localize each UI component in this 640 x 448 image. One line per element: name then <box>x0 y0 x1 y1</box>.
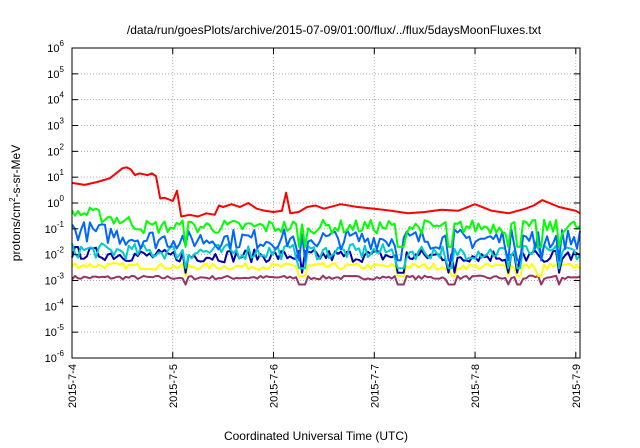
x-tick-label: 2015-7-7 <box>369 364 381 408</box>
y-tick-label: 101 <box>47 168 64 184</box>
series-line <box>71 242 581 270</box>
x-tick-label: 2015-7-4 <box>67 364 79 408</box>
y-tick-label: 10-6 <box>45 349 65 365</box>
series-line <box>71 274 581 286</box>
y-axis-label-prefix: protons/cm <box>9 202 23 261</box>
series-line <box>71 206 581 248</box>
series-line <box>71 166 581 218</box>
y-tick-label: 10-1 <box>45 220 65 236</box>
y-tick-label: 10-2 <box>45 246 65 262</box>
y-axis-label-suffix: -s-sr-MeV <box>9 145 23 198</box>
y-axis-ticks: 10-6 10-5 10-4 10-3 10-2 10-1 100 101 102 103 104 1… <box>45 39 580 365</box>
x-axis-label: Coordinated Universal Time (UTC) <box>224 429 408 443</box>
y-tick-label: 106 <box>47 39 64 55</box>
series-layer <box>71 166 581 286</box>
y-tick-label: 10-5 <box>45 323 65 339</box>
x-tick-label: 2015-7-6 <box>269 364 281 408</box>
series-line <box>71 221 581 262</box>
x-tick-label: 2015-7-8 <box>470 364 482 408</box>
series-line <box>71 262 581 277</box>
x-tick-label: 2015-7-9 <box>571 364 583 408</box>
y-tick-label: 104 <box>47 91 64 107</box>
x-tick-label: 2015-7-5 <box>168 364 180 408</box>
x-axis-ticks: 2015-7-4 2015-7-5 2015-7-6 2015-7-7 2015-7-8… <box>67 48 583 408</box>
chart-title: /data/run/goesPlots/archive/2015-07-09/0… <box>127 23 542 37</box>
y-axis-label: protons/cm2-s-sr-MeV <box>8 145 23 261</box>
y-tick-label: 102 <box>47 142 64 158</box>
y-tick-label: 10-3 <box>45 272 65 288</box>
y-axis-label-exponent: 2 <box>8 197 17 202</box>
y-tick-label: 105 <box>47 65 64 81</box>
y-tick-label: 103 <box>47 117 64 133</box>
y-tick-label: 100 <box>47 194 64 210</box>
y-tick-label: 10-4 <box>45 297 65 313</box>
